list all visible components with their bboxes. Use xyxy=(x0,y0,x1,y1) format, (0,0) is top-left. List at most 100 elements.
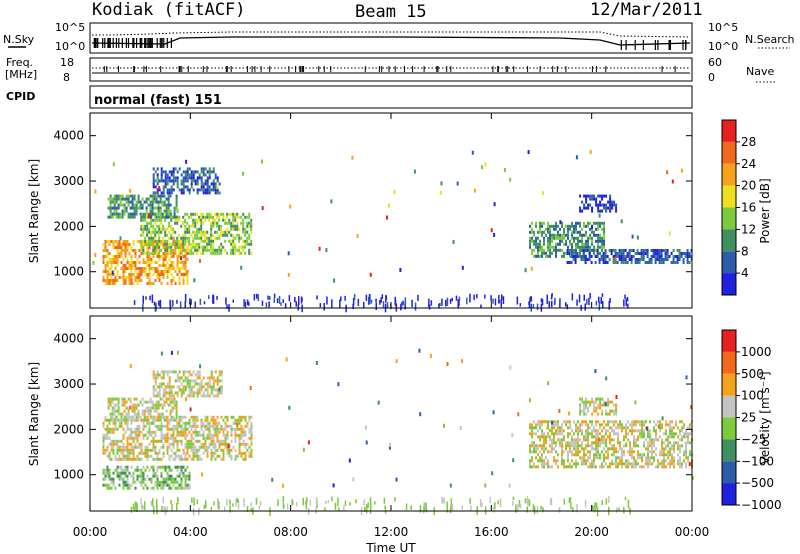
range-cell xyxy=(150,258,153,261)
range-cell xyxy=(157,206,160,210)
range-cell xyxy=(160,191,163,195)
range-cell xyxy=(133,206,136,210)
range-cell xyxy=(154,394,157,398)
range-cell xyxy=(198,173,201,177)
range-cell xyxy=(158,249,161,252)
sparse-echo xyxy=(111,270,114,275)
range-cell xyxy=(164,185,167,189)
range-cell xyxy=(202,182,205,186)
near-range-echo xyxy=(288,295,291,302)
sparse-echo xyxy=(185,159,188,164)
range-cell xyxy=(134,436,137,440)
range-cell xyxy=(236,248,239,252)
range-cell xyxy=(124,240,127,243)
range-cell xyxy=(160,270,163,273)
range-cell xyxy=(625,465,627,469)
range-cell xyxy=(561,236,563,240)
range-cell xyxy=(684,252,687,255)
range-cell xyxy=(607,447,609,451)
range-cell xyxy=(170,173,173,177)
range-cell xyxy=(156,273,159,276)
range-cell xyxy=(250,224,253,228)
range-cell xyxy=(595,409,598,413)
range-cell xyxy=(579,230,581,234)
range-cell xyxy=(200,215,203,219)
range-cell xyxy=(222,215,225,219)
range-cell xyxy=(653,420,655,424)
range-cell xyxy=(678,252,681,255)
sparse-echo xyxy=(170,350,173,355)
range-cell xyxy=(226,212,229,216)
range-cell xyxy=(176,486,179,490)
range-cell xyxy=(206,418,209,422)
near-range-echo xyxy=(267,295,269,300)
range-cell xyxy=(614,252,617,255)
range-cell xyxy=(146,212,149,216)
range-cell xyxy=(575,441,577,445)
range-cell xyxy=(597,227,599,231)
range-cell xyxy=(137,206,140,210)
range-cell xyxy=(176,424,179,428)
range-cell xyxy=(603,230,605,234)
range-cell xyxy=(112,246,115,249)
range-cell xyxy=(202,212,205,216)
range-cell xyxy=(591,441,593,445)
range-cell xyxy=(593,403,596,407)
range-cell xyxy=(679,459,681,463)
range-cell xyxy=(104,427,107,431)
near-range-echo xyxy=(450,498,453,505)
range-cell xyxy=(167,209,170,213)
range-cell xyxy=(196,245,199,249)
range-cell xyxy=(166,233,169,237)
range-cell xyxy=(107,197,110,201)
sparse-echo xyxy=(493,202,496,207)
range-cell xyxy=(158,448,161,452)
range-cell xyxy=(202,248,205,252)
range-cell xyxy=(186,477,189,481)
range-cell xyxy=(613,462,615,466)
range-cell xyxy=(591,209,594,213)
range-cell xyxy=(166,191,169,195)
range-cell xyxy=(575,245,577,249)
range-cell xyxy=(618,249,621,252)
range-cell xyxy=(135,200,138,204)
range-cell xyxy=(102,433,105,437)
range-cell xyxy=(539,444,541,448)
range-cell xyxy=(116,273,119,276)
near-range-echo xyxy=(343,505,345,512)
range-cell xyxy=(128,451,131,455)
range-cell xyxy=(146,233,149,237)
range-cell xyxy=(162,465,165,469)
range-cell xyxy=(583,447,585,451)
range-cell xyxy=(194,415,197,419)
range-cell xyxy=(130,442,133,446)
range-cell xyxy=(130,445,133,449)
range-cell xyxy=(111,397,114,401)
near-range-echo xyxy=(282,496,285,502)
range-cell xyxy=(132,264,135,267)
range-cell xyxy=(169,203,172,207)
range-cell xyxy=(147,400,150,404)
range-cell xyxy=(210,188,213,192)
range-cell xyxy=(583,438,585,442)
range-cell xyxy=(170,454,173,458)
range-cell xyxy=(146,224,149,228)
range-cell xyxy=(605,462,607,466)
range-cell xyxy=(569,254,571,258)
range-cell xyxy=(565,242,567,246)
sparse-echo xyxy=(512,458,515,463)
range-cell xyxy=(114,282,117,285)
range-cell xyxy=(182,451,185,455)
range-cell xyxy=(615,409,618,413)
range-cell xyxy=(168,248,171,252)
range-cell xyxy=(232,242,235,246)
range-cell xyxy=(161,415,164,419)
range-cell xyxy=(198,376,201,380)
range-cell xyxy=(216,224,219,228)
range-cell xyxy=(240,427,243,431)
range-cell xyxy=(593,435,595,439)
range-cell xyxy=(603,453,605,457)
range-cell xyxy=(637,444,639,448)
near-range-echo xyxy=(353,293,356,301)
range-cell xyxy=(686,249,689,252)
